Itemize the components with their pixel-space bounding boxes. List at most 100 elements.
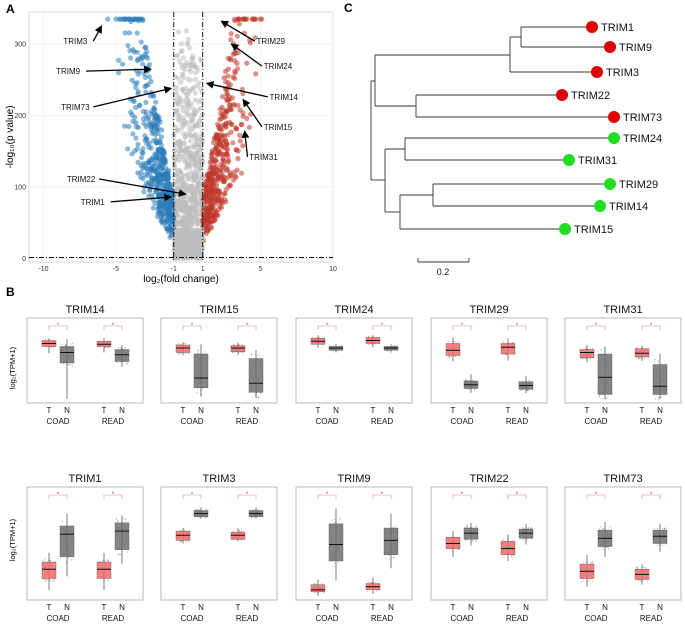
jitter-point <box>513 554 514 556</box>
volcano-point <box>239 121 245 127</box>
volcano-point <box>215 123 222 129</box>
volcano-point <box>196 123 202 129</box>
jitter-point <box>117 346 119 348</box>
jitter-point <box>609 526 611 528</box>
annotation-arrow <box>241 129 250 157</box>
jitter-point <box>126 362 128 364</box>
jitter-point <box>44 339 46 341</box>
jitter-point <box>656 544 658 546</box>
sample-label: N <box>388 406 394 415</box>
jitter-point <box>198 509 200 511</box>
volcano-point <box>130 131 136 137</box>
volcano-x-axis-label: log₂(fold change) <box>143 274 219 285</box>
volcano-point <box>132 114 138 120</box>
volcano-point <box>160 157 166 163</box>
volcano-point <box>237 132 243 138</box>
jitter-point <box>238 344 240 346</box>
volcano-point <box>204 224 210 230</box>
tree-leaf-label: TRIM14 <box>609 201 648 213</box>
x-tick-label: 5 <box>259 266 263 273</box>
group-label: READ <box>371 614 393 623</box>
jitter-point <box>315 583 317 585</box>
jitter-point <box>197 350 199 352</box>
volcano-point <box>196 170 202 176</box>
jitter-point <box>584 561 586 563</box>
jitter-point <box>323 592 325 594</box>
jitter-point <box>662 544 664 546</box>
volcano-point <box>178 147 184 154</box>
volcano-point <box>128 109 134 115</box>
volcano-point <box>208 218 214 225</box>
jitter-point <box>526 390 528 392</box>
jitter-point <box>204 350 206 352</box>
volcano-point <box>196 99 202 105</box>
jitter-point <box>580 358 582 360</box>
volcano-point <box>225 66 231 72</box>
tree-leaf-dot <box>559 223 571 235</box>
volcano-point <box>223 120 229 126</box>
jitter-point <box>458 548 460 550</box>
jitter-point <box>177 353 179 355</box>
jitter-point <box>665 543 667 545</box>
jitter-point <box>464 526 466 528</box>
volcano-point <box>141 120 147 126</box>
significance-bracket <box>317 325 337 330</box>
volcano-point <box>176 186 182 192</box>
significance-mark: * <box>112 492 115 498</box>
volcano-point <box>140 150 146 156</box>
volcano-point <box>149 108 155 115</box>
volcano-point <box>235 102 241 109</box>
significance-bracket <box>586 325 606 330</box>
volcano-point <box>193 230 199 236</box>
jitter-point <box>521 538 523 540</box>
box-body <box>597 353 613 395</box>
boxplot-title: TRIM29 <box>469 304 508 316</box>
volcano-point <box>137 103 143 109</box>
jitter-point <box>340 518 342 520</box>
jitter-point <box>53 581 55 582</box>
sample-label: N <box>119 603 125 612</box>
jitter-point <box>654 528 656 530</box>
volcano-point <box>196 245 203 251</box>
volcano-point <box>235 66 241 72</box>
box-body <box>248 358 264 393</box>
jitter-point <box>102 559 104 561</box>
volcano-point <box>230 74 236 80</box>
volcano-point <box>213 147 219 153</box>
volcano-point <box>188 138 194 144</box>
jitter-point <box>512 354 514 356</box>
volcano-point <box>218 174 224 180</box>
jitter-point <box>638 357 640 359</box>
group-label: COAD <box>584 417 607 426</box>
jitter-point <box>467 379 469 381</box>
jitter-point <box>503 341 505 342</box>
jitter-point <box>257 354 259 356</box>
jitter-point <box>71 559 73 561</box>
volcano-point <box>197 145 204 151</box>
jitter-point <box>241 344 243 346</box>
jitter-point <box>466 525 468 527</box>
volcano-point <box>143 112 149 118</box>
x-tick-label: -5 <box>113 266 119 273</box>
jitter-point <box>196 509 198 511</box>
jitter-point <box>582 562 584 564</box>
jitter-point <box>580 580 582 582</box>
jitter-point <box>185 541 187 543</box>
volcano-point <box>252 35 258 41</box>
volcano-point <box>138 155 145 161</box>
volcano-point <box>184 205 190 211</box>
box-body <box>500 343 516 355</box>
jitter-point <box>387 350 389 352</box>
significance-mark: * <box>57 492 60 498</box>
volcano-point <box>127 48 133 54</box>
volcano-point <box>215 198 222 204</box>
volcano-point <box>221 191 227 197</box>
significance-bracket <box>48 494 68 499</box>
volcano-point <box>146 193 152 199</box>
jitter-point <box>510 555 512 557</box>
group-label: READ <box>236 417 258 426</box>
volcano-point <box>203 216 209 222</box>
tree-leaf-dot <box>608 111 620 123</box>
volcano-point <box>237 138 243 144</box>
phylogenetic-tree: TRIM1TRIM9TRIM3TRIM22TRIM73TRIM24TRIM31T… <box>370 21 662 277</box>
